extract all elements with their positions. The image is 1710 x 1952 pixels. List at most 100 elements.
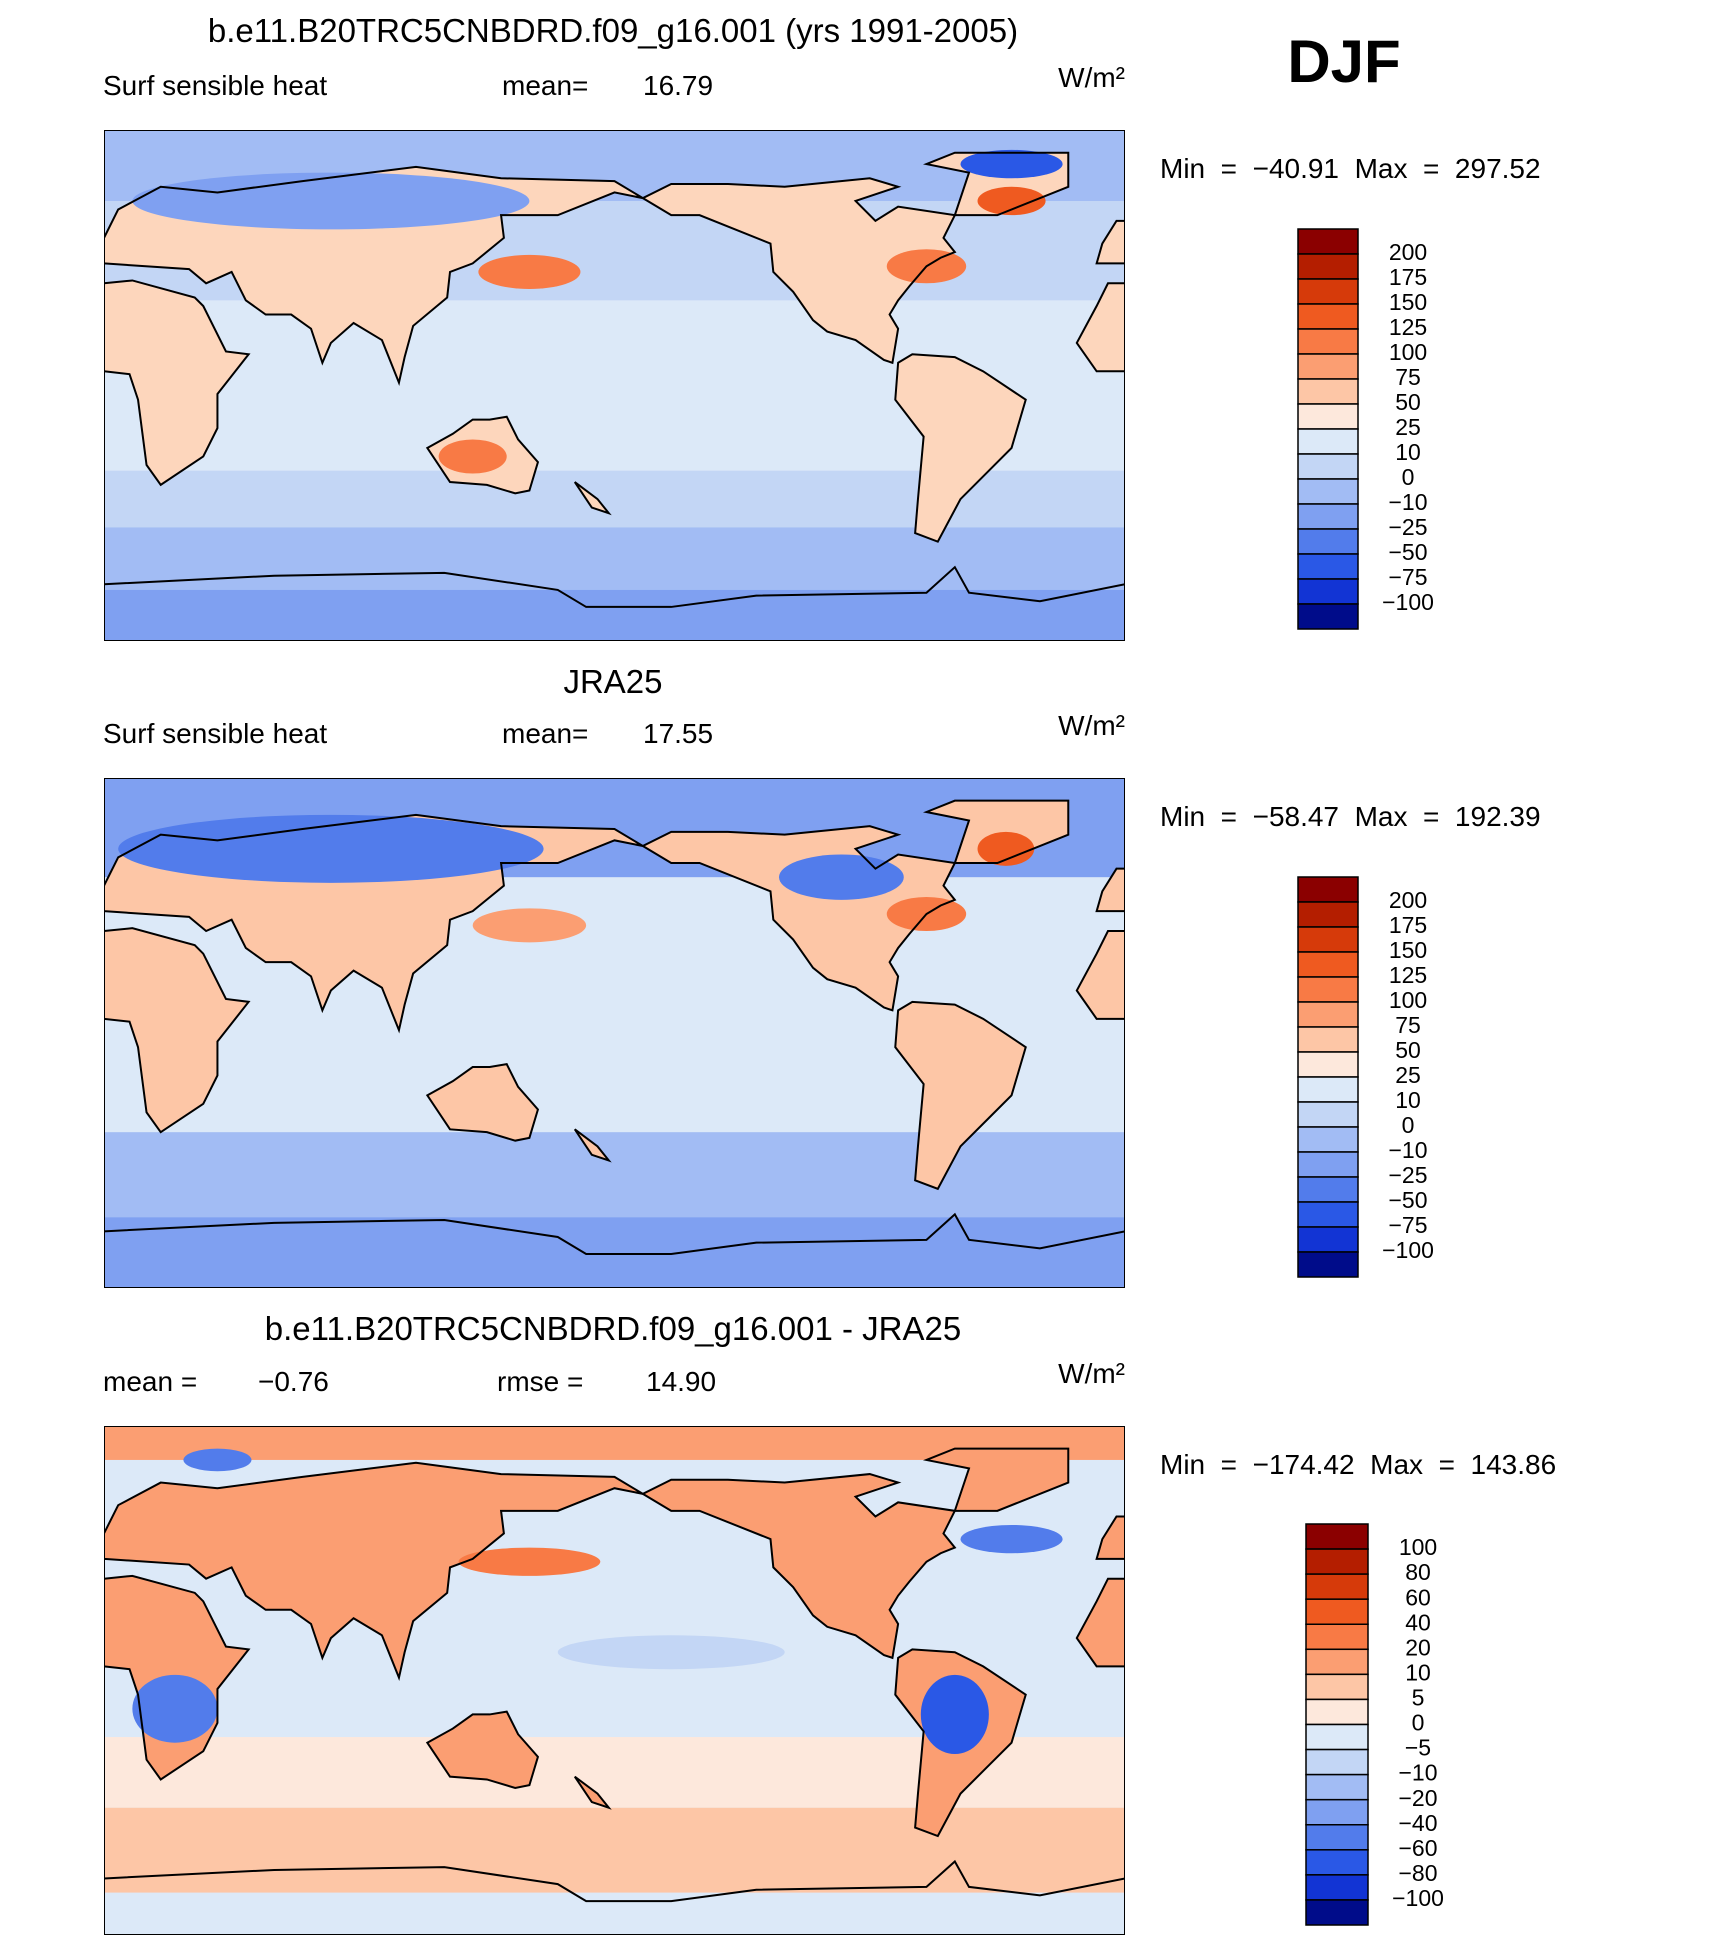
colorbar-box [1297, 1226, 1359, 1253]
stat-value: 17.55 [643, 718, 713, 749]
colorbar-box [1297, 1251, 1359, 1278]
colorbar-label: 75 [1395, 364, 1421, 390]
colorbar-label: 0 [1402, 1112, 1415, 1138]
colorbar-label: 10 [1405, 1659, 1431, 1685]
colorbar-label: −25 [1388, 1162, 1427, 1188]
min-max: Min = −40.91 Max = 297.52 [1160, 153, 1541, 184]
colorbar-label: −80 [1398, 1860, 1437, 1886]
colorbar-box [1297, 1201, 1359, 1228]
colorbar-box [1297, 478, 1359, 505]
colorbar-label: −5 [1405, 1735, 1431, 1761]
colorbar-label: −75 [1388, 1212, 1427, 1238]
colorbar-label: 100 [1389, 987, 1427, 1013]
colorbar-label: 10 [1395, 439, 1421, 465]
colorbar-box [1305, 1874, 1369, 1901]
stat-label: mean = [103, 1366, 197, 1397]
colorbar-label: −75 [1388, 564, 1427, 590]
colorbar-box [1297, 926, 1359, 953]
units: W/m² [1058, 62, 1125, 93]
colorbar-label: 125 [1389, 314, 1427, 340]
colorbar-box [1297, 253, 1359, 280]
stat-label: rmse = [497, 1366, 583, 1397]
colorbar-label: 200 [1389, 239, 1427, 265]
colorbar-box [1305, 1523, 1369, 1550]
colorbar-label: 200 [1389, 887, 1427, 913]
colorbar-box [1305, 1798, 1369, 1826]
colorbar-label: 175 [1389, 912, 1427, 938]
colorbar-label: 20 [1405, 1634, 1431, 1660]
min-max: Min = −58.47 Max = 192.39 [1160, 801, 1541, 832]
panel-title: JRA25 [563, 663, 662, 700]
colorbar-box [1297, 976, 1359, 1003]
colorbar-label: 25 [1395, 414, 1421, 440]
colorbar-box [1297, 503, 1359, 530]
stat-label: mean= [502, 718, 588, 749]
colorbar-box [1297, 1101, 1359, 1128]
colorbar-label: −100 [1382, 589, 1434, 615]
colorbar-label: −100 [1382, 1237, 1434, 1263]
panel-title: b.e11.B20TRC5CNBDRD.f09_g16.001 (yrs 199… [208, 12, 1018, 49]
colorbar-box [1297, 1076, 1359, 1103]
colorbar-box [1297, 403, 1359, 430]
colorbar-box [1297, 1176, 1359, 1203]
colorbar-box [1297, 876, 1359, 903]
season: DJF [1287, 28, 1400, 95]
colorbar-box [1297, 553, 1359, 580]
colorbar-label: −10 [1388, 489, 1427, 515]
colorbar-box [1297, 1051, 1359, 1078]
colorbar-box [1297, 353, 1359, 380]
field-label: Surf sensible heat [103, 70, 327, 101]
colorbar-box [1297, 228, 1359, 255]
colorbar-box [1297, 1001, 1359, 1028]
colorbar-box [1305, 1773, 1369, 1801]
colorbar-box [1297, 901, 1359, 928]
colorbar-box [1305, 1899, 1369, 1926]
field-label: Surf sensible heat [103, 718, 327, 749]
colorbar-label: 175 [1389, 264, 1427, 290]
colorbar-box [1297, 1151, 1359, 1178]
colorbar-label: 75 [1395, 1012, 1421, 1038]
colorbar-label: 125 [1389, 962, 1427, 988]
colorbar-label: 150 [1389, 937, 1427, 963]
colorbar-box [1297, 453, 1359, 480]
colorbar-label: −60 [1398, 1835, 1437, 1861]
colorbar-box [1305, 1573, 1369, 1600]
colorbar-box [1297, 378, 1359, 405]
colorbar-box [1305, 1623, 1369, 1651]
colorbar-box [1297, 578, 1359, 605]
map [104, 1426, 1125, 1935]
stat-label: mean= [502, 70, 588, 101]
colorbar-box [1297, 428, 1359, 455]
colorbar-label: 10 [1395, 1087, 1421, 1113]
colorbar-label: 50 [1395, 389, 1421, 415]
colorbar-label: 80 [1405, 1559, 1431, 1585]
map [104, 130, 1125, 641]
colorbar-box [1297, 278, 1359, 305]
colorbar-box [1297, 1126, 1359, 1153]
colorbar-box [1305, 1698, 1369, 1726]
colorbar-label: 50 [1395, 1037, 1421, 1063]
colorbar-label: −50 [1388, 539, 1427, 565]
min-max: Min = −174.42 Max = 143.86 [1160, 1449, 1556, 1480]
colorbar-box [1305, 1548, 1369, 1575]
stat-value: −0.76 [258, 1366, 329, 1397]
units: W/m² [1058, 710, 1125, 741]
colorbar-box [1305, 1673, 1369, 1701]
units: W/m² [1058, 1358, 1125, 1389]
colorbar-label: 5 [1412, 1685, 1425, 1711]
colorbar-box [1305, 1849, 1369, 1876]
panel-title: b.e11.B20TRC5CNBDRD.f09_g16.001 - JRA25 [265, 1310, 961, 1347]
colorbar-box [1297, 528, 1359, 555]
stat-value: 14.90 [646, 1366, 716, 1397]
colorbar-box [1305, 1723, 1369, 1751]
colorbar-label: 100 [1399, 1534, 1437, 1560]
colorbar-label: −40 [1398, 1810, 1437, 1836]
colorbar-label: 0 [1402, 464, 1415, 490]
map [104, 778, 1125, 1288]
colorbar-label: −10 [1388, 1137, 1427, 1163]
colorbar-label: 25 [1395, 1062, 1421, 1088]
colorbar-box [1297, 303, 1359, 330]
colorbar-label: 0 [1412, 1710, 1425, 1736]
colorbar-label: 40 [1405, 1609, 1431, 1635]
